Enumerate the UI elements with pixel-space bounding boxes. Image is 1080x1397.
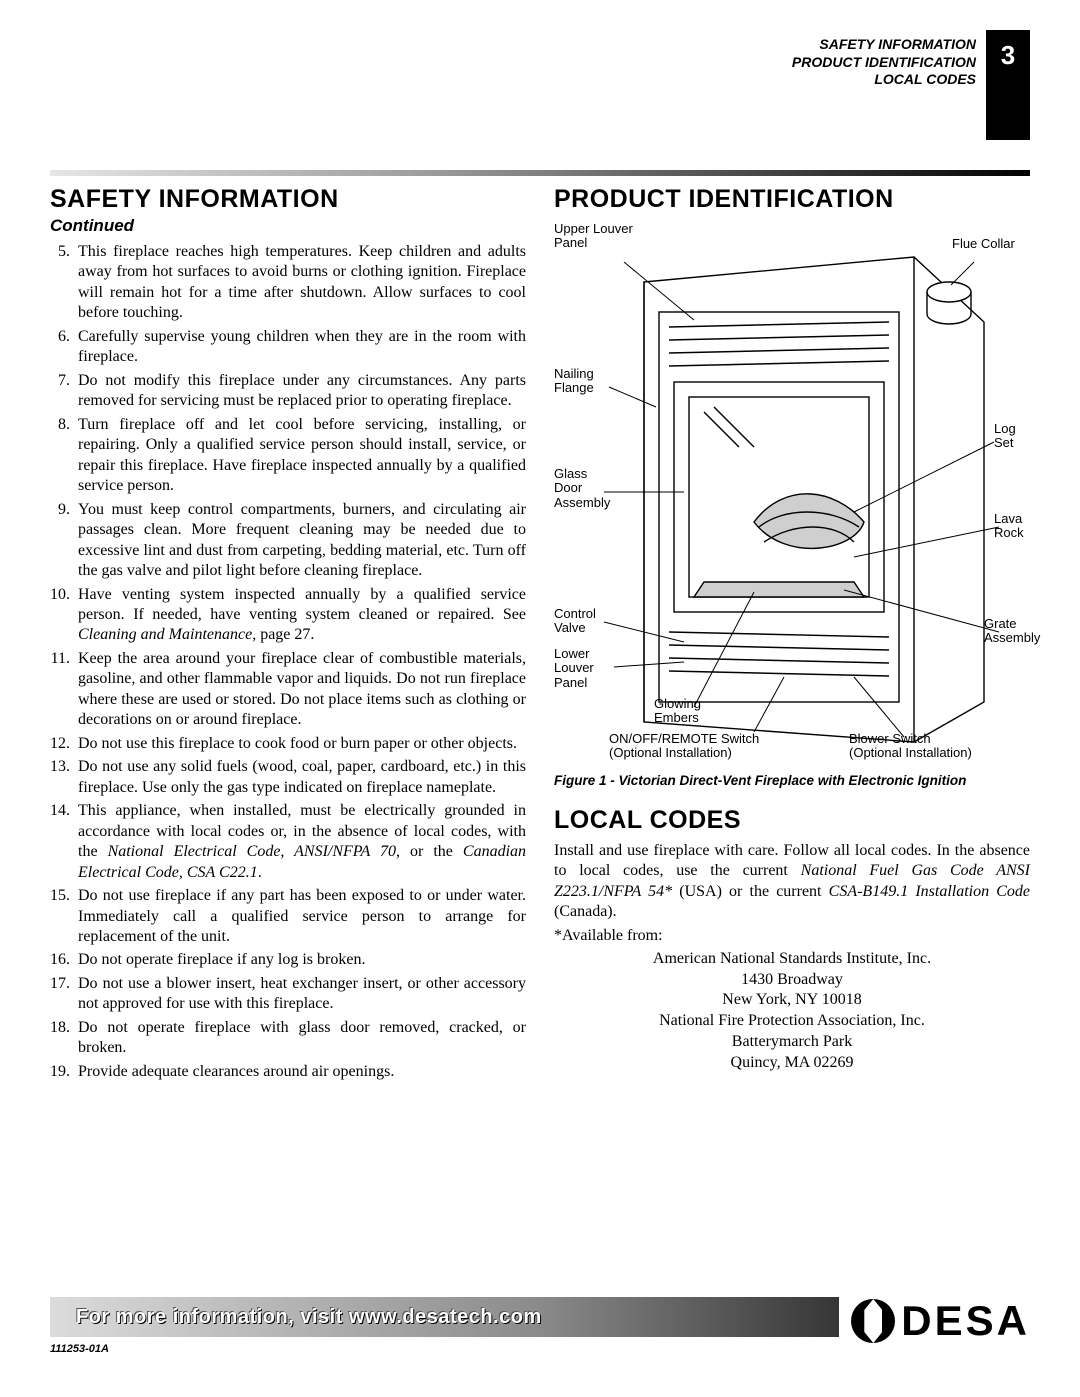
figure-caption: Figure 1 - Victorian Direct-Vent Firepla… — [554, 773, 1030, 788]
fireplace-diagram — [554, 222, 1034, 762]
item-text: Do not operate fireplace with glass door… — [78, 1018, 526, 1059]
content-columns: SAFETY INFORMATION Continued 5.This fire… — [50, 185, 1030, 1277]
item-number: 5. — [50, 242, 78, 324]
item-number: 19. — [50, 1062, 78, 1082]
safety-list: 5.This fireplace reaches high temperatur… — [50, 242, 526, 1082]
desa-logo: DESA — [839, 1297, 1030, 1345]
address-line: American National Standards Institute, I… — [554, 949, 1030, 970]
item-text: Provide adequate clearances around air o… — [78, 1062, 526, 1082]
item-number: 14. — [50, 801, 78, 883]
safety-item: 15.Do not use fireplace if any part has … — [50, 886, 526, 947]
item-text: Keep the area around your fireplace clea… — [78, 649, 526, 731]
safety-item: 11.Keep the area around your fireplace c… — [50, 649, 526, 731]
item-number: 7. — [50, 371, 78, 412]
label-on-off: ON/OFF/REMOTE Switch(Optional Installati… — [609, 732, 759, 761]
item-number: 13. — [50, 757, 78, 798]
item-text: Do not operate fireplace if any log is b… — [78, 950, 526, 970]
logo-text: DESA — [901, 1297, 1030, 1345]
safety-item: 10.Have venting system inspected annuall… — [50, 585, 526, 646]
header-line: LOCAL CODES — [792, 71, 976, 89]
item-number: 17. — [50, 974, 78, 1015]
address-line: National Fire Protection Association, In… — [554, 1011, 1030, 1032]
item-number: 16. — [50, 950, 78, 970]
item-text: Do not use this fireplace to cook food o… — [78, 734, 526, 754]
label-control-valve: ControlValve — [554, 607, 596, 636]
logo-icon — [851, 1299, 895, 1343]
figure-1: Upper LouverPanel Flue Collar NailingFla… — [554, 222, 1030, 788]
item-text: This fireplace reaches high temperatures… — [78, 242, 526, 324]
header-titles: SAFETY INFORMATION PRODUCT IDENTIFICATIO… — [792, 30, 986, 140]
safety-item: 5.This fireplace reaches high temperatur… — [50, 242, 526, 324]
item-text: Do not modify this fireplace under any c… — [78, 371, 526, 412]
item-number: 11. — [50, 649, 78, 731]
safety-item: 17.Do not use a blower insert, heat exch… — [50, 974, 526, 1015]
safety-item: 8.Turn fireplace off and let cool before… — [50, 415, 526, 497]
address-line: 1430 Broadway — [554, 970, 1030, 991]
left-column: SAFETY INFORMATION Continued 5.This fire… — [50, 185, 526, 1277]
right-column: PRODUCT IDENTIFICATION — [554, 185, 1030, 1277]
available-from: *Available from: — [554, 927, 1030, 945]
item-number: 6. — [50, 327, 78, 368]
item-text: Do not use a blower insert, heat exchang… — [78, 974, 526, 1015]
item-text: Have venting system inspected annually b… — [78, 585, 526, 646]
safety-item: 9.You must keep control compartments, bu… — [50, 500, 526, 582]
address-line: New York, NY 10018 — [554, 990, 1030, 1011]
document-number: 111253-01A — [50, 1343, 109, 1355]
safety-item: 7.Do not modify this fireplace under any… — [50, 371, 526, 412]
product-id-heading: PRODUCT IDENTIFICATION — [554, 185, 1030, 214]
item-text: Turn fireplace off and let cool before s… — [78, 415, 526, 497]
header-line: PRODUCT IDENTIFICATION — [792, 54, 976, 72]
item-text: Carefully supervise young children when … — [78, 327, 526, 368]
label-glowing-embers: GlowingEmbers — [654, 697, 701, 726]
safety-item: 12.Do not use this fireplace to cook foo… — [50, 734, 526, 754]
address-line: Quincy, MA 02269 — [554, 1053, 1030, 1074]
local-codes-heading: LOCAL CODES — [554, 806, 1030, 835]
safety-item: 19.Provide adequate clearances around ai… — [50, 1062, 526, 1082]
label-grate: GrateAssembly — [984, 617, 1040, 646]
item-number: 15. — [50, 886, 78, 947]
safety-item: 6.Carefully supervise young children whe… — [50, 327, 526, 368]
item-number: 10. — [50, 585, 78, 646]
label-flue-collar: Flue Collar — [952, 237, 1015, 251]
safety-heading: SAFETY INFORMATION — [50, 185, 526, 214]
item-text: Do not use fireplace if any part has bee… — [78, 886, 526, 947]
item-text: This appliance, when installed, must be … — [78, 801, 526, 883]
continued-label: Continued — [50, 216, 526, 236]
page: SAFETY INFORMATION PRODUCT IDENTIFICATIO… — [0, 0, 1080, 1397]
safety-item: 13.Do not use any solid fuels (wood, coa… — [50, 757, 526, 798]
label-blower: Blower Switch(Optional Installation) — [849, 732, 972, 761]
item-text: Do not use any solid fuels (wood, coal, … — [78, 757, 526, 798]
label-nailing-flange: NailingFlange — [554, 367, 594, 396]
label-glass-door: GlassDoorAssembly — [554, 467, 610, 510]
item-text: You must keep control compartments, burn… — [78, 500, 526, 582]
safety-item: 18.Do not operate fireplace with glass d… — [50, 1018, 526, 1059]
local-codes-body: Install and use fireplace with care. Fol… — [554, 841, 1030, 923]
top-rule — [50, 170, 1030, 176]
item-number: 8. — [50, 415, 78, 497]
page-number: 3 — [986, 30, 1030, 140]
addresses: American National Standards Institute, I… — [554, 949, 1030, 1074]
item-number: 18. — [50, 1018, 78, 1059]
label-lower-louver: LowerLouverPanel — [554, 647, 594, 690]
safety-item: 14.This appliance, when installed, must … — [50, 801, 526, 883]
item-number: 9. — [50, 500, 78, 582]
safety-item: 16.Do not operate fireplace if any log i… — [50, 950, 526, 970]
address-line: Batterymarch Park — [554, 1032, 1030, 1053]
label-lava-rock: LavaRock — [994, 512, 1024, 541]
footer-text: For more information, visit www.desatech… — [76, 1306, 542, 1329]
header-line: SAFETY INFORMATION — [792, 36, 976, 54]
label-log-set: LogSet — [994, 422, 1016, 451]
label-upper-louver: Upper LouverPanel — [554, 222, 633, 251]
running-header: SAFETY INFORMATION PRODUCT IDENTIFICATIO… — [792, 30, 1030, 140]
item-number: 12. — [50, 734, 78, 754]
